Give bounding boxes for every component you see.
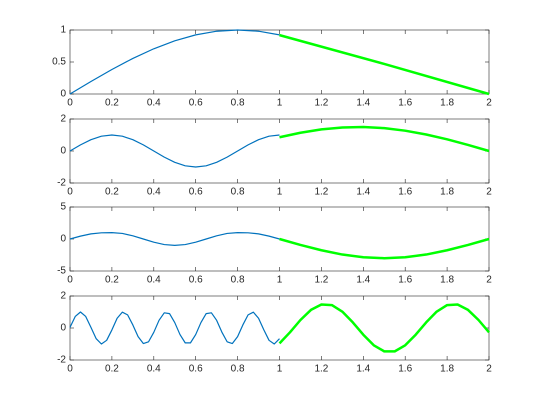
x-tick-label: 0.6 <box>189 187 203 198</box>
x-tick-label: 1.4 <box>356 275 370 286</box>
y-tick-label: -2 <box>57 355 66 366</box>
x-tick-label: 0.8 <box>231 364 245 375</box>
x-tick-label: 0.8 <box>231 187 245 198</box>
x-tick-label: 1.8 <box>440 98 454 109</box>
x-tick-label: 0.6 <box>189 98 203 109</box>
axes-box <box>69 118 490 184</box>
line-series <box>69 311 280 345</box>
y-tick-label: 0.5 <box>52 57 66 68</box>
y-tick-label: 2 <box>60 291 66 302</box>
x-tick-label: 0 <box>67 275 73 286</box>
y-tick-label: 0 <box>60 89 66 100</box>
x-tick-label: 0.6 <box>189 364 203 375</box>
x-tick-label: 1.4 <box>356 98 370 109</box>
x-tick-label: 0.6 <box>189 275 203 286</box>
x-tick-label: 1.2 <box>314 98 328 109</box>
x-tick-label: 0.4 <box>147 187 161 198</box>
x-tick-label: 1.8 <box>440 187 454 198</box>
x-tick-label: 1.6 <box>398 275 412 286</box>
x-tick-label: 0.2 <box>105 364 119 375</box>
line-series <box>69 29 280 95</box>
x-tick-label: 2 <box>486 275 492 286</box>
x-tick-label: 1.2 <box>314 364 328 375</box>
y-tick-label: -2 <box>57 178 66 189</box>
x-tick-label: 0 <box>67 187 73 198</box>
y-tick-label: -5 <box>57 266 66 277</box>
x-tick-label: 1 <box>277 98 283 109</box>
x-tick-label: 2 <box>486 364 492 375</box>
x-tick-label: 1 <box>277 275 283 286</box>
x-tick-label: 0.2 <box>105 187 119 198</box>
axes-box <box>69 295 490 361</box>
x-tick-label: 1.6 <box>398 98 412 109</box>
x-tick-label: 1.2 <box>314 275 328 286</box>
axes-box <box>69 29 490 95</box>
line-series <box>279 33 490 96</box>
x-tick-label: 1 <box>277 364 283 375</box>
x-tick-label: 1.8 <box>440 364 454 375</box>
x-tick-label: 2 <box>486 187 492 198</box>
line-series <box>278 303 490 353</box>
x-tick-label: 1.4 <box>356 187 370 198</box>
y-tick-label: 2 <box>60 114 66 125</box>
x-tick-label: 0.8 <box>231 275 245 286</box>
x-tick-label: 1 <box>277 187 283 198</box>
line-series <box>69 232 280 246</box>
x-tick-label: 0.4 <box>147 275 161 286</box>
line-series <box>279 125 490 153</box>
x-tick-label: 1.4 <box>356 364 370 375</box>
x-tick-label: 1.2 <box>314 187 328 198</box>
x-tick-label: 0.2 <box>105 98 119 109</box>
x-tick-label: 0 <box>67 98 73 109</box>
y-tick-label: 1 <box>60 25 66 36</box>
x-tick-label: 1.6 <box>398 364 412 375</box>
x-tick-label: 0.8 <box>231 98 245 109</box>
x-tick-label: 2 <box>486 98 492 109</box>
x-tick-label: 0.2 <box>105 275 119 286</box>
line-series <box>69 134 280 168</box>
x-tick-label: 0 <box>67 364 73 375</box>
line-series <box>279 237 490 260</box>
x-tick-label: 0.4 <box>147 364 161 375</box>
x-tick-label: 1.8 <box>440 275 454 286</box>
y-tick-label: 0 <box>60 323 66 334</box>
y-tick-label: 5 <box>60 202 66 213</box>
x-tick-label: 1.6 <box>398 187 412 198</box>
x-tick-label: 0.4 <box>147 98 161 109</box>
y-tick-label: 0 <box>60 146 66 157</box>
y-tick-label: 0 <box>60 234 66 245</box>
